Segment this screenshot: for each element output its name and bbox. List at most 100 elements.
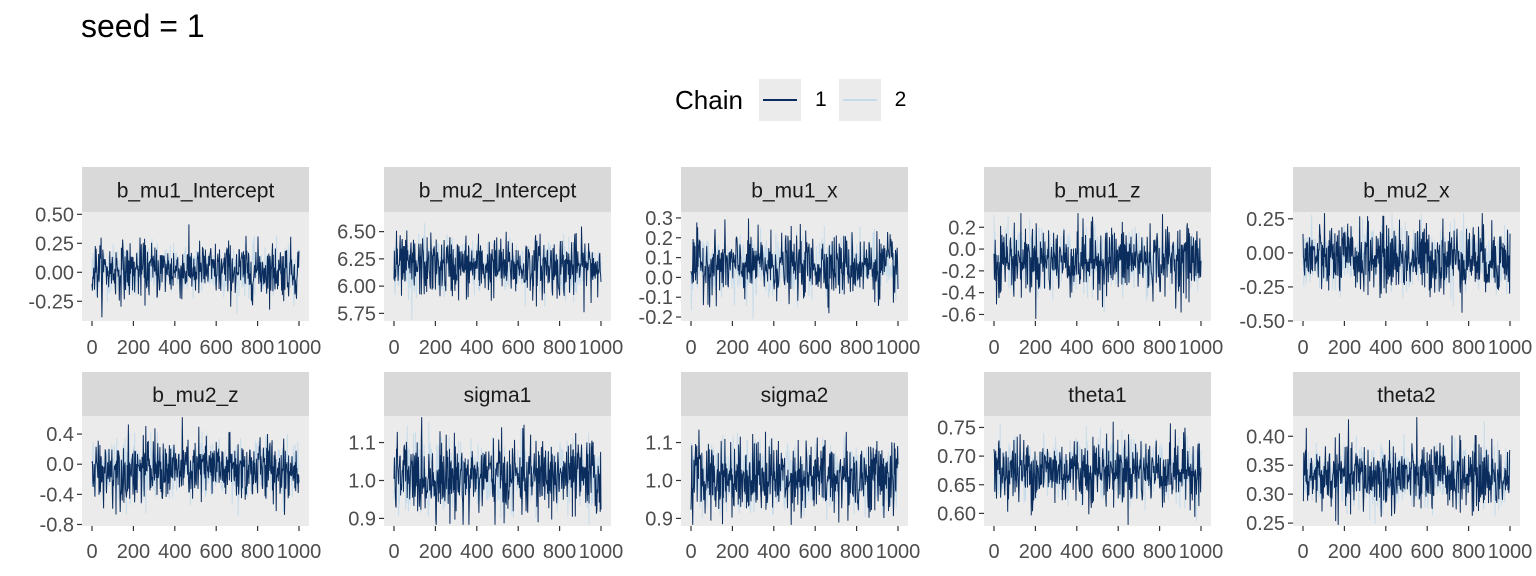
x-tick-label: 600 bbox=[1411, 337, 1444, 359]
x-tick-label: 0 bbox=[988, 541, 999, 563]
x-tick-label: 600 bbox=[799, 541, 832, 563]
strip bbox=[681, 372, 908, 416]
y-tick-label: 0.40 bbox=[1246, 426, 1285, 448]
x-tick-label: 800 bbox=[1452, 541, 1485, 563]
x-tick-label: 0 bbox=[388, 541, 399, 563]
strip bbox=[1293, 372, 1520, 416]
y-tick-label: 0.0 bbox=[948, 239, 976, 261]
trace-chain-1 bbox=[993, 213, 1202, 319]
strip-label: sigma2 bbox=[761, 384, 829, 407]
panel-sigma2: sigma2 0.9 1.0 1.1 0 200 400 600 800 1000 bbox=[645, 372, 920, 563]
x-tick-label: 200 bbox=[117, 541, 150, 563]
y-tick-label: 6.25 bbox=[337, 249, 376, 271]
legend-item-chain-1: 1 bbox=[758, 79, 827, 121]
x-tick-label: 400 bbox=[757, 541, 790, 563]
x-tick-label: 800 bbox=[241, 541, 274, 563]
trace-chain-1 bbox=[91, 417, 300, 515]
x-tick-label: 800 bbox=[1452, 337, 1485, 359]
y-tick-label: 0.25 bbox=[1246, 209, 1285, 231]
x-tick-label: 0 bbox=[685, 541, 696, 563]
y-tick-label: 6.50 bbox=[337, 222, 376, 244]
x-tick-label: 1000 bbox=[579, 337, 624, 359]
x-tick-label: 600 bbox=[1411, 541, 1444, 563]
x-tick-label: 1000 bbox=[1488, 337, 1533, 359]
x-tick-label: 200 bbox=[419, 337, 452, 359]
x-tick-label: 0 bbox=[388, 337, 399, 359]
y-tick-label: -0.4 bbox=[942, 283, 976, 305]
trace-chain-1 bbox=[1302, 213, 1511, 313]
x-tick-label: 400 bbox=[1369, 541, 1402, 563]
strip bbox=[384, 167, 611, 212]
x-tick-label: 800 bbox=[543, 541, 576, 563]
y-tick-label: 0.30 bbox=[1246, 484, 1285, 506]
x-tick-label: 600 bbox=[502, 337, 535, 359]
y-tick-label: -0.1 bbox=[639, 287, 673, 309]
y-tick-label: 0.0 bbox=[46, 454, 74, 476]
x-tick-label: 1000 bbox=[1488, 541, 1533, 563]
x-tick-label: 200 bbox=[716, 541, 749, 563]
x-tick-label: 200 bbox=[1328, 337, 1361, 359]
y-tick-label: 0.00 bbox=[1246, 243, 1285, 265]
x-tick-label: 1000 bbox=[876, 337, 921, 359]
x-tick-label: 1000 bbox=[579, 541, 624, 563]
x-tick-label: 1000 bbox=[876, 541, 921, 563]
y-tick-label: 0.70 bbox=[937, 446, 976, 468]
strip-label: theta2 bbox=[1377, 384, 1435, 407]
x-tick-label: 1000 bbox=[1179, 337, 1224, 359]
panel-b_mu1_z: b_mu1_z -0.6-0.4-0.20.00.2 0 200 400 600 800 10… bbox=[942, 167, 1224, 359]
y-tick-label: -0.50 bbox=[1239, 311, 1285, 333]
trace-chain-1 bbox=[91, 224, 300, 318]
y-tick-label: 6.00 bbox=[337, 276, 376, 298]
strip bbox=[1293, 167, 1520, 212]
x-tick-label: 1000 bbox=[1179, 541, 1224, 563]
y-tick-label: 0.1 bbox=[645, 248, 673, 270]
x-tick-label: 200 bbox=[716, 337, 749, 359]
y-tick-label: 0.00 bbox=[35, 262, 74, 284]
y-tick-label: -0.2 bbox=[942, 261, 976, 283]
y-tick-label: 5.75 bbox=[337, 303, 376, 325]
panel-theta2: theta2 0.25 0.30 0.35 0.40 0 200 400 600 800 1000 bbox=[1246, 372, 1532, 563]
panel-b_mu2_Intercept: b_mu2_Intercept 5.75 6.00 6.25 6.50 0 200 400 60… bbox=[337, 167, 623, 359]
legend-key-chain-2 bbox=[838, 79, 881, 121]
y-tick-label: 0.25 bbox=[35, 233, 74, 255]
panel-b_mu1_x: b_mu1_x -0.2-0.10.00.10.20.3 0 200 400 600 800… bbox=[639, 167, 921, 359]
legend-key-chain-1 bbox=[758, 79, 801, 121]
x-tick-label: 200 bbox=[1328, 541, 1361, 563]
x-tick-label: 400 bbox=[1369, 337, 1402, 359]
panel-b_mu1_Intercept: b_mu1_Intercept -0.25 0.00 0.25 0.50 0 200 400 6… bbox=[28, 167, 321, 359]
x-tick-label: 0 bbox=[1297, 541, 1308, 563]
y-tick-label: 1.0 bbox=[645, 470, 673, 492]
strip-label: b_mu1_x bbox=[751, 180, 838, 203]
strip-label: theta1 bbox=[1068, 384, 1126, 407]
trace-chain-1 bbox=[393, 226, 602, 313]
x-tick-label: 800 bbox=[840, 541, 873, 563]
y-tick-label: -0.6 bbox=[942, 304, 976, 326]
y-tick-label: -0.25 bbox=[1239, 277, 1285, 299]
x-tick-label: 0 bbox=[86, 337, 97, 359]
x-tick-label: 800 bbox=[241, 337, 274, 359]
y-tick-label: 1.1 bbox=[645, 433, 673, 455]
strip bbox=[82, 372, 309, 416]
legend-item-chain-2: 2 bbox=[838, 79, 906, 121]
x-tick-label: 400 bbox=[158, 541, 191, 563]
panel-sigma1: sigma1 0.9 1.0 1.1 0 200 400 600 800 1000 bbox=[348, 372, 623, 563]
chart-title: seed = 1 bbox=[81, 8, 205, 44]
panel-b_mu2_x: b_mu2_x -0.50 -0.25 0.00 0.25 0 200 400 600 800 10… bbox=[1239, 167, 1532, 359]
trace-chain-1 bbox=[1302, 417, 1511, 525]
x-tick-label: 1000 bbox=[277, 541, 322, 563]
y-tick-label: -0.8 bbox=[40, 514, 74, 536]
trace-chain-1 bbox=[690, 218, 899, 314]
x-tick-label: 0 bbox=[685, 337, 696, 359]
strip bbox=[984, 167, 1211, 212]
strip-label: b_mu1_z bbox=[1054, 180, 1140, 203]
y-tick-label: 0.2 bbox=[645, 228, 673, 250]
x-tick-label: 400 bbox=[1060, 337, 1093, 359]
x-tick-label: 600 bbox=[1102, 337, 1135, 359]
x-tick-label: 400 bbox=[1060, 541, 1093, 563]
y-tick-label: 0.65 bbox=[937, 475, 976, 497]
y-tick-label: 0.50 bbox=[35, 204, 74, 226]
x-tick-label: 600 bbox=[502, 541, 535, 563]
y-tick-label: 0.9 bbox=[348, 508, 376, 530]
panel-theta1: theta1 0.60 0.65 0.70 0.75 0 200 400 600 800 1000 bbox=[937, 372, 1223, 563]
